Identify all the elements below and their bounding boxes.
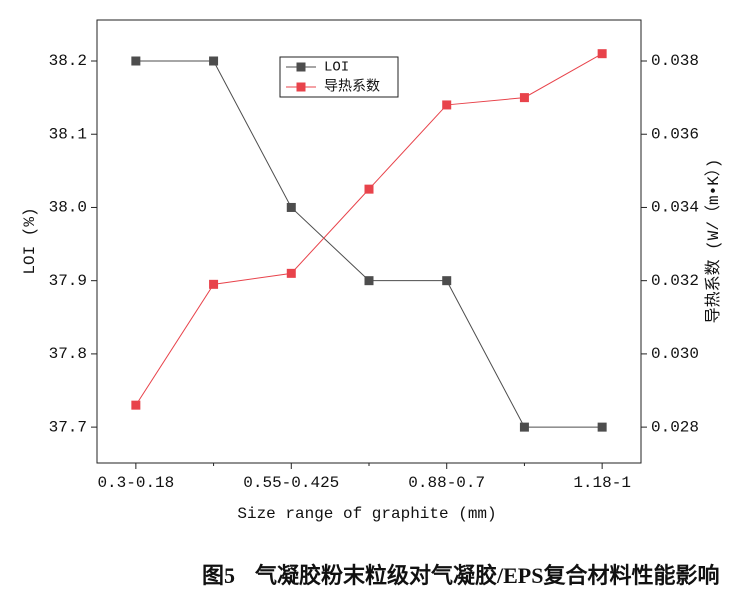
legend-marker: [296, 62, 306, 72]
y2-tick-label: 0.032: [651, 272, 699, 290]
data-point: [286, 268, 296, 278]
y2-tick-label: 0.030: [651, 345, 699, 363]
x-tick-label: 0.55-0.425: [243, 474, 339, 492]
legend-label: LOI: [324, 60, 349, 76]
y-tick-label: 38.1: [49, 125, 87, 143]
data-point: [364, 184, 374, 194]
y2-tick-label: 0.036: [651, 125, 699, 143]
y-tick-label: 38.0: [49, 199, 87, 217]
legend-marker: [296, 82, 306, 92]
data-point: [597, 422, 607, 432]
data-point: [519, 93, 529, 103]
data-point: [442, 100, 452, 110]
x-tick-label: 1.18-1: [573, 474, 631, 492]
data-point: [131, 56, 141, 66]
y-tick-label: 38.2: [49, 52, 87, 70]
y2-tick-label: 0.034: [651, 199, 699, 217]
y-tick-label: 37.8: [49, 345, 87, 363]
y-tick-label: 37.7: [49, 418, 87, 436]
y-axis-label: LOI (%): [21, 207, 39, 274]
data-point: [209, 56, 219, 66]
data-point: [519, 422, 529, 432]
data-point: [209, 279, 219, 289]
x-axis-label: Size range of graphite (mm): [237, 505, 496, 523]
y2-tick-label: 0.028: [651, 418, 699, 436]
x-tick-label: 0.88-0.7: [408, 474, 485, 492]
caption-label: 图5: [202, 563, 235, 588]
data-point: [364, 276, 374, 286]
y2-tick-label: 0.038: [651, 52, 699, 70]
series-line: [135, 60, 603, 428]
data-point: [286, 202, 296, 212]
y2-axis-label: 导热系数 (W/（m•K）): [704, 159, 723, 324]
y-tick-label: 37.9: [49, 272, 87, 290]
data-point: [131, 400, 141, 410]
caption: 气凝胶粉末粒级对气凝胶/EPS复合材料性能影响: [254, 563, 719, 588]
data-point: [442, 276, 452, 286]
series-line: [135, 53, 603, 406]
x-tick-label: 0.3-0.18: [97, 474, 174, 492]
data-point: [597, 49, 607, 59]
legend-label: 导热系数: [324, 79, 380, 96]
